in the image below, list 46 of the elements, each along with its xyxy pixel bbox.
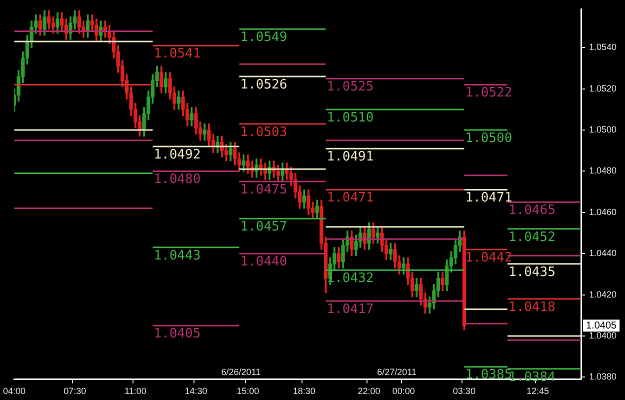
y-tick-label: 1.0440 <box>589 248 617 258</box>
annotation: 1.0471 <box>465 190 512 206</box>
annotation: 6/26/2011 <box>221 367 261 378</box>
y-tick-label: 1.0540 <box>589 42 617 52</box>
x-tick-label: 14:30 <box>184 386 208 396</box>
annotation: 1.0503 <box>240 124 288 140</box>
annotation: 1.0417 <box>326 302 374 317</box>
annotation: 1.0475 <box>240 182 288 198</box>
annotation: 1.0480 <box>154 172 201 188</box>
annotation: 1.0443 <box>154 248 201 264</box>
x-tick-label: 04:00 <box>2 386 26 396</box>
x-tick-label: 12:45 <box>526 386 550 396</box>
x-tick-label: 15:00 <box>236 386 260 396</box>
annotation: 1.0549 <box>240 30 288 46</box>
x-tick-label: 07:30 <box>64 386 86 396</box>
annotation: 1.0491 <box>326 149 374 164</box>
x-tick-label: 11:00 <box>124 386 146 396</box>
annotation: 1.0435 <box>508 264 556 280</box>
y-tick-label: 1.0480 <box>589 166 617 176</box>
x-tick-label: 22:00 <box>358 386 380 396</box>
annotation: 1.0452 <box>508 230 556 245</box>
y-tick-label: 1.0380 <box>589 372 617 382</box>
y-tick-label: 1.0520 <box>589 83 617 94</box>
x-tick-label: 18:30 <box>292 386 316 396</box>
y-tick-label: 1.0400 <box>589 330 617 340</box>
annotation: 6/27/2011 <box>377 367 416 378</box>
y-tick-label: 1.0460 <box>589 206 617 217</box>
annotation: 1.0418 <box>508 300 556 315</box>
annotation: 1.0525 <box>326 79 374 94</box>
annotation: 1.0526 <box>240 77 288 92</box>
x-tick-label: 00:00 <box>392 386 415 396</box>
annotation: 1.0465 <box>508 203 556 218</box>
y-tick-label: 1.0420 <box>589 289 617 300</box>
annotation: 1.0442 <box>465 250 512 266</box>
annotation: 1.0405 <box>154 326 201 342</box>
annotation: 1.0500 <box>465 130 512 146</box>
annotation: 1.0522 <box>465 86 512 101</box>
annotation: 1.0405 <box>586 320 618 332</box>
annotation: 1.0440 <box>240 254 288 270</box>
annotation: 1.0457 <box>240 219 288 234</box>
annotation: 1.0541 <box>154 46 201 62</box>
annotation: 1.0492 <box>154 147 201 162</box>
y-tick-label: 1.0500 <box>589 124 617 135</box>
annotation: 1.0471 <box>326 190 374 206</box>
annotation: 1.0510 <box>326 110 374 126</box>
x-tick-label: 03:30 <box>452 386 476 396</box>
